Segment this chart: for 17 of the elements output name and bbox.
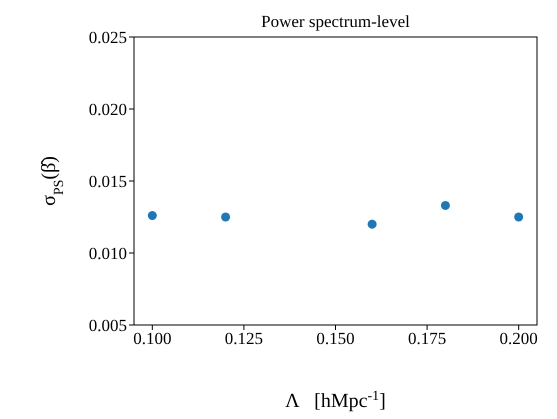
chart-title: Power spectrum-level (261, 12, 410, 31)
y-tick-label: 0.020 (88, 100, 127, 120)
x-tick-label: 0.200 (500, 329, 538, 348)
x-axis-title: Λ [hMpc$^{-1}$] (285, 388, 386, 412)
point (440, 200, 450, 210)
x-tick-label: 0.125 (224, 329, 264, 348)
point (514, 212, 524, 222)
x-tick-label: 0.150 (316, 329, 355, 348)
y-tick-label: 0.010 (88, 244, 127, 264)
point (221, 212, 230, 222)
y-tick-label: 0.005 (88, 316, 127, 336)
y-tick-label: 0.025 (88, 28, 127, 48)
x-tick-label: 0.100 (133, 329, 172, 348)
y-tick-label: 0.015 (88, 172, 127, 192)
point (368, 220, 377, 229)
x-tick-label: 0.175 (408, 329, 446, 348)
point (148, 211, 157, 220)
